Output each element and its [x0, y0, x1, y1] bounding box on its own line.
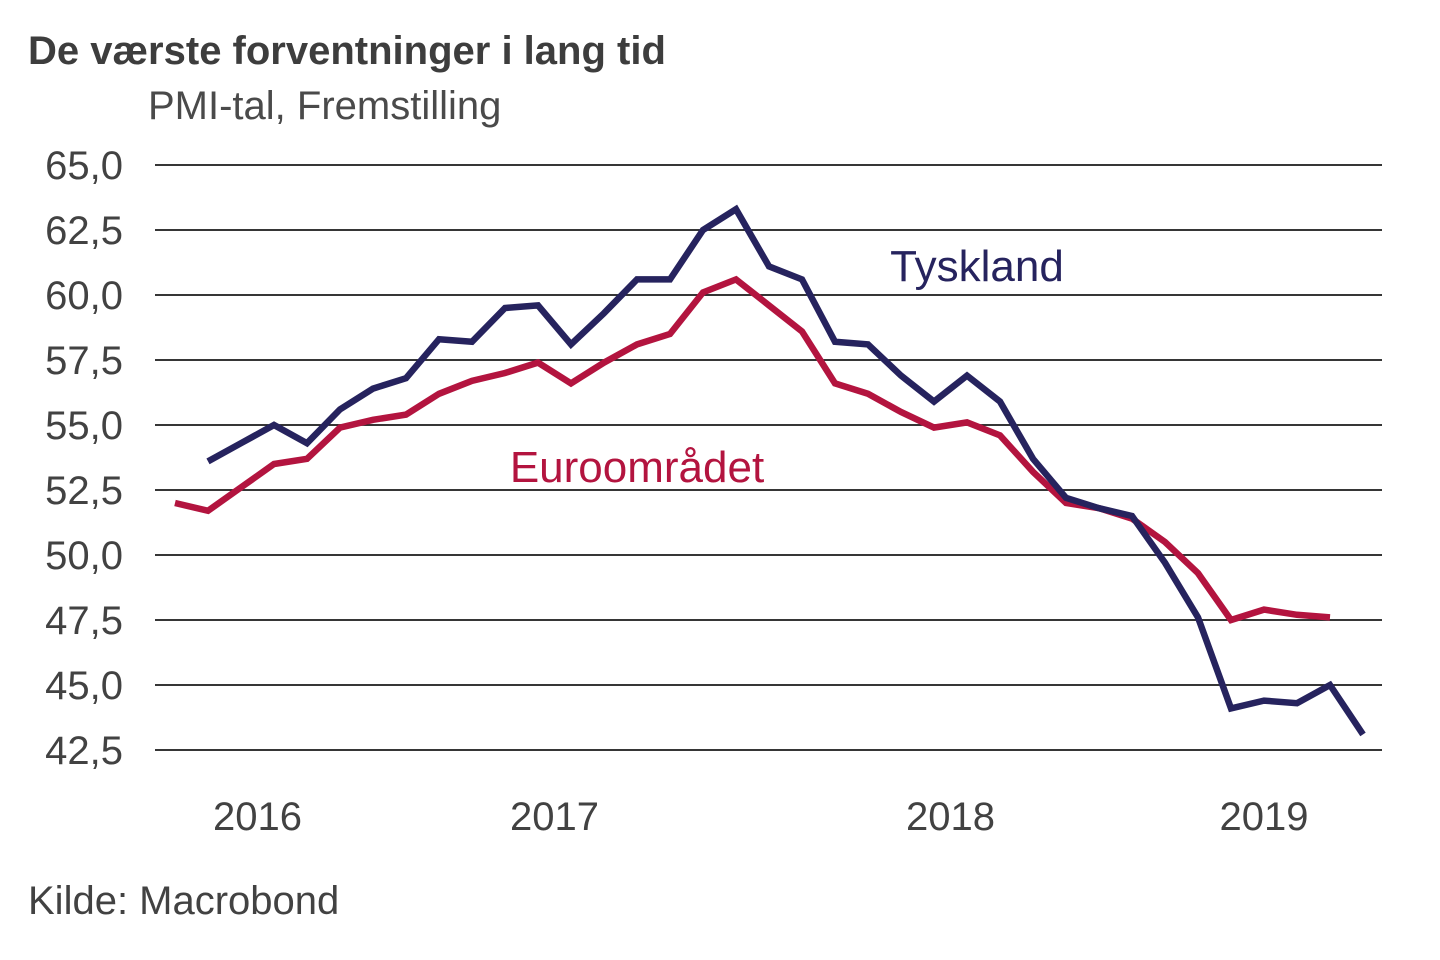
x-axis-year-label: 2018: [906, 795, 995, 839]
y-axis-tick-label: 55,0: [45, 404, 123, 448]
chart-subtitle: PMI-tal, Fremstilling: [148, 84, 501, 128]
y-axis-tick-label: 60,0: [45, 274, 123, 318]
x-axis-year-label: 2016: [213, 795, 302, 839]
y-axis-tick-label: 65,0: [45, 144, 123, 188]
chart-title: De værste forventninger i lang tid: [28, 29, 666, 73]
y-axis-tick-label: 57,5: [45, 339, 123, 383]
series-label-tyskland: Tyskland: [890, 242, 1064, 291]
y-axis-tick-label: 42,5: [45, 729, 123, 773]
x-axis-year-label: 2019: [1220, 795, 1309, 839]
y-axis-tick-label: 50,0: [45, 534, 123, 578]
series-line-tyskland: [206, 204, 1366, 737]
y-axis-tick-label: 52,5: [45, 469, 123, 513]
x-axis-year-label: 2017: [510, 795, 599, 839]
y-axis-tick-label: 62,5: [45, 209, 123, 253]
y-axis-tick-label: 45,0: [45, 664, 123, 708]
y-axis-tick-label: 47,5: [45, 599, 123, 643]
source-note: Kilde: Macrobond: [28, 879, 339, 923]
series-label-euroomraadet: Euroområdet: [510, 443, 764, 492]
